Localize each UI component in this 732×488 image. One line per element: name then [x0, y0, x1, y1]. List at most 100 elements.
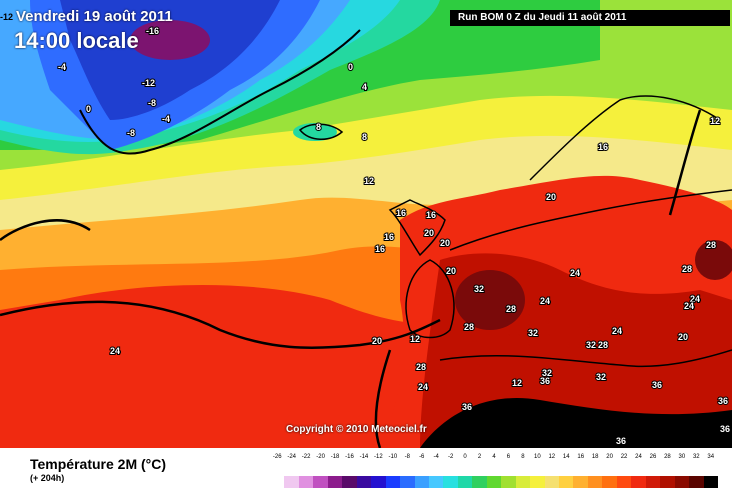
- scale-swatch: [645, 476, 661, 488]
- scale-swatch: [428, 476, 444, 488]
- scale-tick-label: 6: [506, 454, 511, 460]
- zone-purple: [130, 20, 210, 60]
- scale-swatch: [400, 476, 415, 488]
- greenland-coast: [79, 29, 361, 155]
- isotherm-label: 28: [706, 240, 716, 250]
- isotherm-label: -4: [58, 62, 66, 72]
- scale-swatch: [298, 476, 314, 488]
- scale-swatch: [703, 476, 719, 488]
- zone-spain-maroon: [455, 270, 525, 330]
- scale-swatch: [414, 476, 430, 488]
- isotherm-label: 36: [720, 424, 730, 434]
- scale-tick-label: -24: [287, 454, 297, 460]
- scale-swatch: [631, 476, 647, 488]
- isotherm-label: 32: [596, 372, 606, 382]
- scale-tick-label: 10: [534, 454, 541, 460]
- scale-swatch: [501, 476, 517, 488]
- scale-swatch: [587, 476, 603, 488]
- scale-tick-label: 4: [492, 454, 496, 460]
- isotherm-label: 8: [316, 122, 321, 132]
- scale-swatch: [616, 476, 632, 488]
- isotherm-label: 24: [570, 268, 580, 278]
- isotherm-20-south: [374, 349, 392, 448]
- isotherm-label: -8: [127, 128, 135, 138]
- isotherm-label: 8: [362, 132, 367, 142]
- scale-tick-label: 12: [548, 454, 556, 460]
- europe-coast: [449, 189, 732, 251]
- isotherm-label: 28: [464, 322, 474, 332]
- scale-tick-label: 26: [649, 454, 657, 460]
- scale-tick-label: 24: [635, 454, 642, 460]
- isotherm-label: 12: [410, 334, 420, 344]
- isotherm-label: 20: [678, 332, 688, 342]
- legend-title: Température 2M (°C): [30, 456, 167, 472]
- isotherm-label: 16: [598, 142, 608, 152]
- isotherm-label: 36: [616, 436, 626, 446]
- run-info-bar: Run BOM 0 Z du Jeudi 11 août 2011: [450, 10, 730, 26]
- zone-east-maroon: [695, 240, 732, 280]
- isotherm-label: -4: [162, 114, 170, 124]
- map-labels: -16 -12 -8 -8 -4 0 0 -4 4 8 12 16 16 16 16 16 20 20 20 20 20…: [57, 25, 731, 447]
- isotherm-label: 24: [690, 294, 700, 304]
- copyright-text: Copyright © 2010 Meteociel.fr: [286, 424, 427, 435]
- isotherm-label: 32: [474, 284, 484, 294]
- isotherm-label: 28: [598, 340, 608, 350]
- isotherm-label: 24: [684, 301, 694, 311]
- temperature-field: -16 -12 -8 -8 -4 0 0 -4 4 8 12 16 16 16 16 16 20 20 20 20 20…: [0, 0, 732, 448]
- isotherm-label: 16: [375, 244, 385, 254]
- isotherm-label: 36: [718, 396, 728, 406]
- scale-swatch: [284, 476, 300, 488]
- scale-tick-label: -8: [404, 454, 410, 460]
- scale-tick-label: 30: [678, 454, 686, 460]
- scale-tick-label: -10: [388, 454, 398, 460]
- scale-swatch: [371, 476, 387, 488]
- temperature-map: -16 -12 -8 -8 -4 0 0 -4 4 8 12 16 16 16 16 16 20 20 20 20 20…: [0, 0, 732, 448]
- scale-swatch: [559, 476, 574, 488]
- isotherm-label: 24: [612, 326, 622, 336]
- isotherm-label: -8: [148, 98, 156, 108]
- scale-tick-label: 28: [664, 454, 671, 460]
- isotherm-east: [668, 109, 702, 216]
- scale-swatch: [530, 476, 546, 488]
- scale-swatch: [457, 476, 473, 488]
- isotherm-label: 0: [86, 104, 91, 114]
- isotherm-label: -12: [142, 78, 155, 88]
- scale-tick-label: -16: [345, 454, 354, 460]
- isotherm-20: [0, 300, 441, 350]
- scale-swatch: [602, 476, 618, 488]
- isotherm-label: 20: [372, 336, 382, 346]
- isotherm-label: -16: [146, 26, 159, 36]
- britain-coast: [388, 199, 446, 257]
- isotherm-label: 28: [416, 362, 426, 372]
- scale-swatch: [327, 476, 343, 488]
- scale-swatch: [313, 476, 329, 488]
- scale-tick-label: -20: [316, 454, 325, 460]
- scale-tick-label: 32: [692, 454, 700, 460]
- isotherm-label: 36: [652, 380, 662, 390]
- legend-footer: Température 2M (°C) (+ 204h) -26 -24 -22 -2…: [0, 448, 732, 488]
- isotherm-label: 36: [540, 376, 550, 386]
- scale-tick-label: -2: [447, 454, 454, 460]
- forecast-time: 14:00 locale: [14, 28, 139, 53]
- scale-tick-label: -22: [301, 454, 311, 460]
- isotherm-label: 12: [710, 116, 720, 126]
- north-africa-coast: [439, 349, 732, 368]
- scale-tick-label: -26: [272, 454, 282, 460]
- scale-tick-label: 0: [463, 454, 467, 460]
- scale-swatch: [515, 476, 531, 488]
- scale-swatch: [674, 476, 690, 488]
- isotherm-label: 28: [682, 264, 692, 274]
- scale-tick-label: 18: [591, 454, 599, 460]
- isotherm-label: 24: [540, 296, 550, 306]
- isotherm-label: 0: [348, 62, 353, 72]
- scale-tick-label: -12: [374, 454, 383, 460]
- scale-tick-label: 20: [606, 454, 613, 460]
- scandinavia-coast: [529, 95, 721, 181]
- scale-swatch: [660, 476, 676, 488]
- scale-tick-label: 16: [577, 454, 585, 460]
- iceland-coast: [298, 123, 344, 140]
- isotherm-label: 20: [546, 192, 556, 202]
- isotherm-label: 20: [440, 238, 450, 248]
- iberia-coast: [405, 259, 455, 339]
- scale-swatch: [472, 476, 488, 488]
